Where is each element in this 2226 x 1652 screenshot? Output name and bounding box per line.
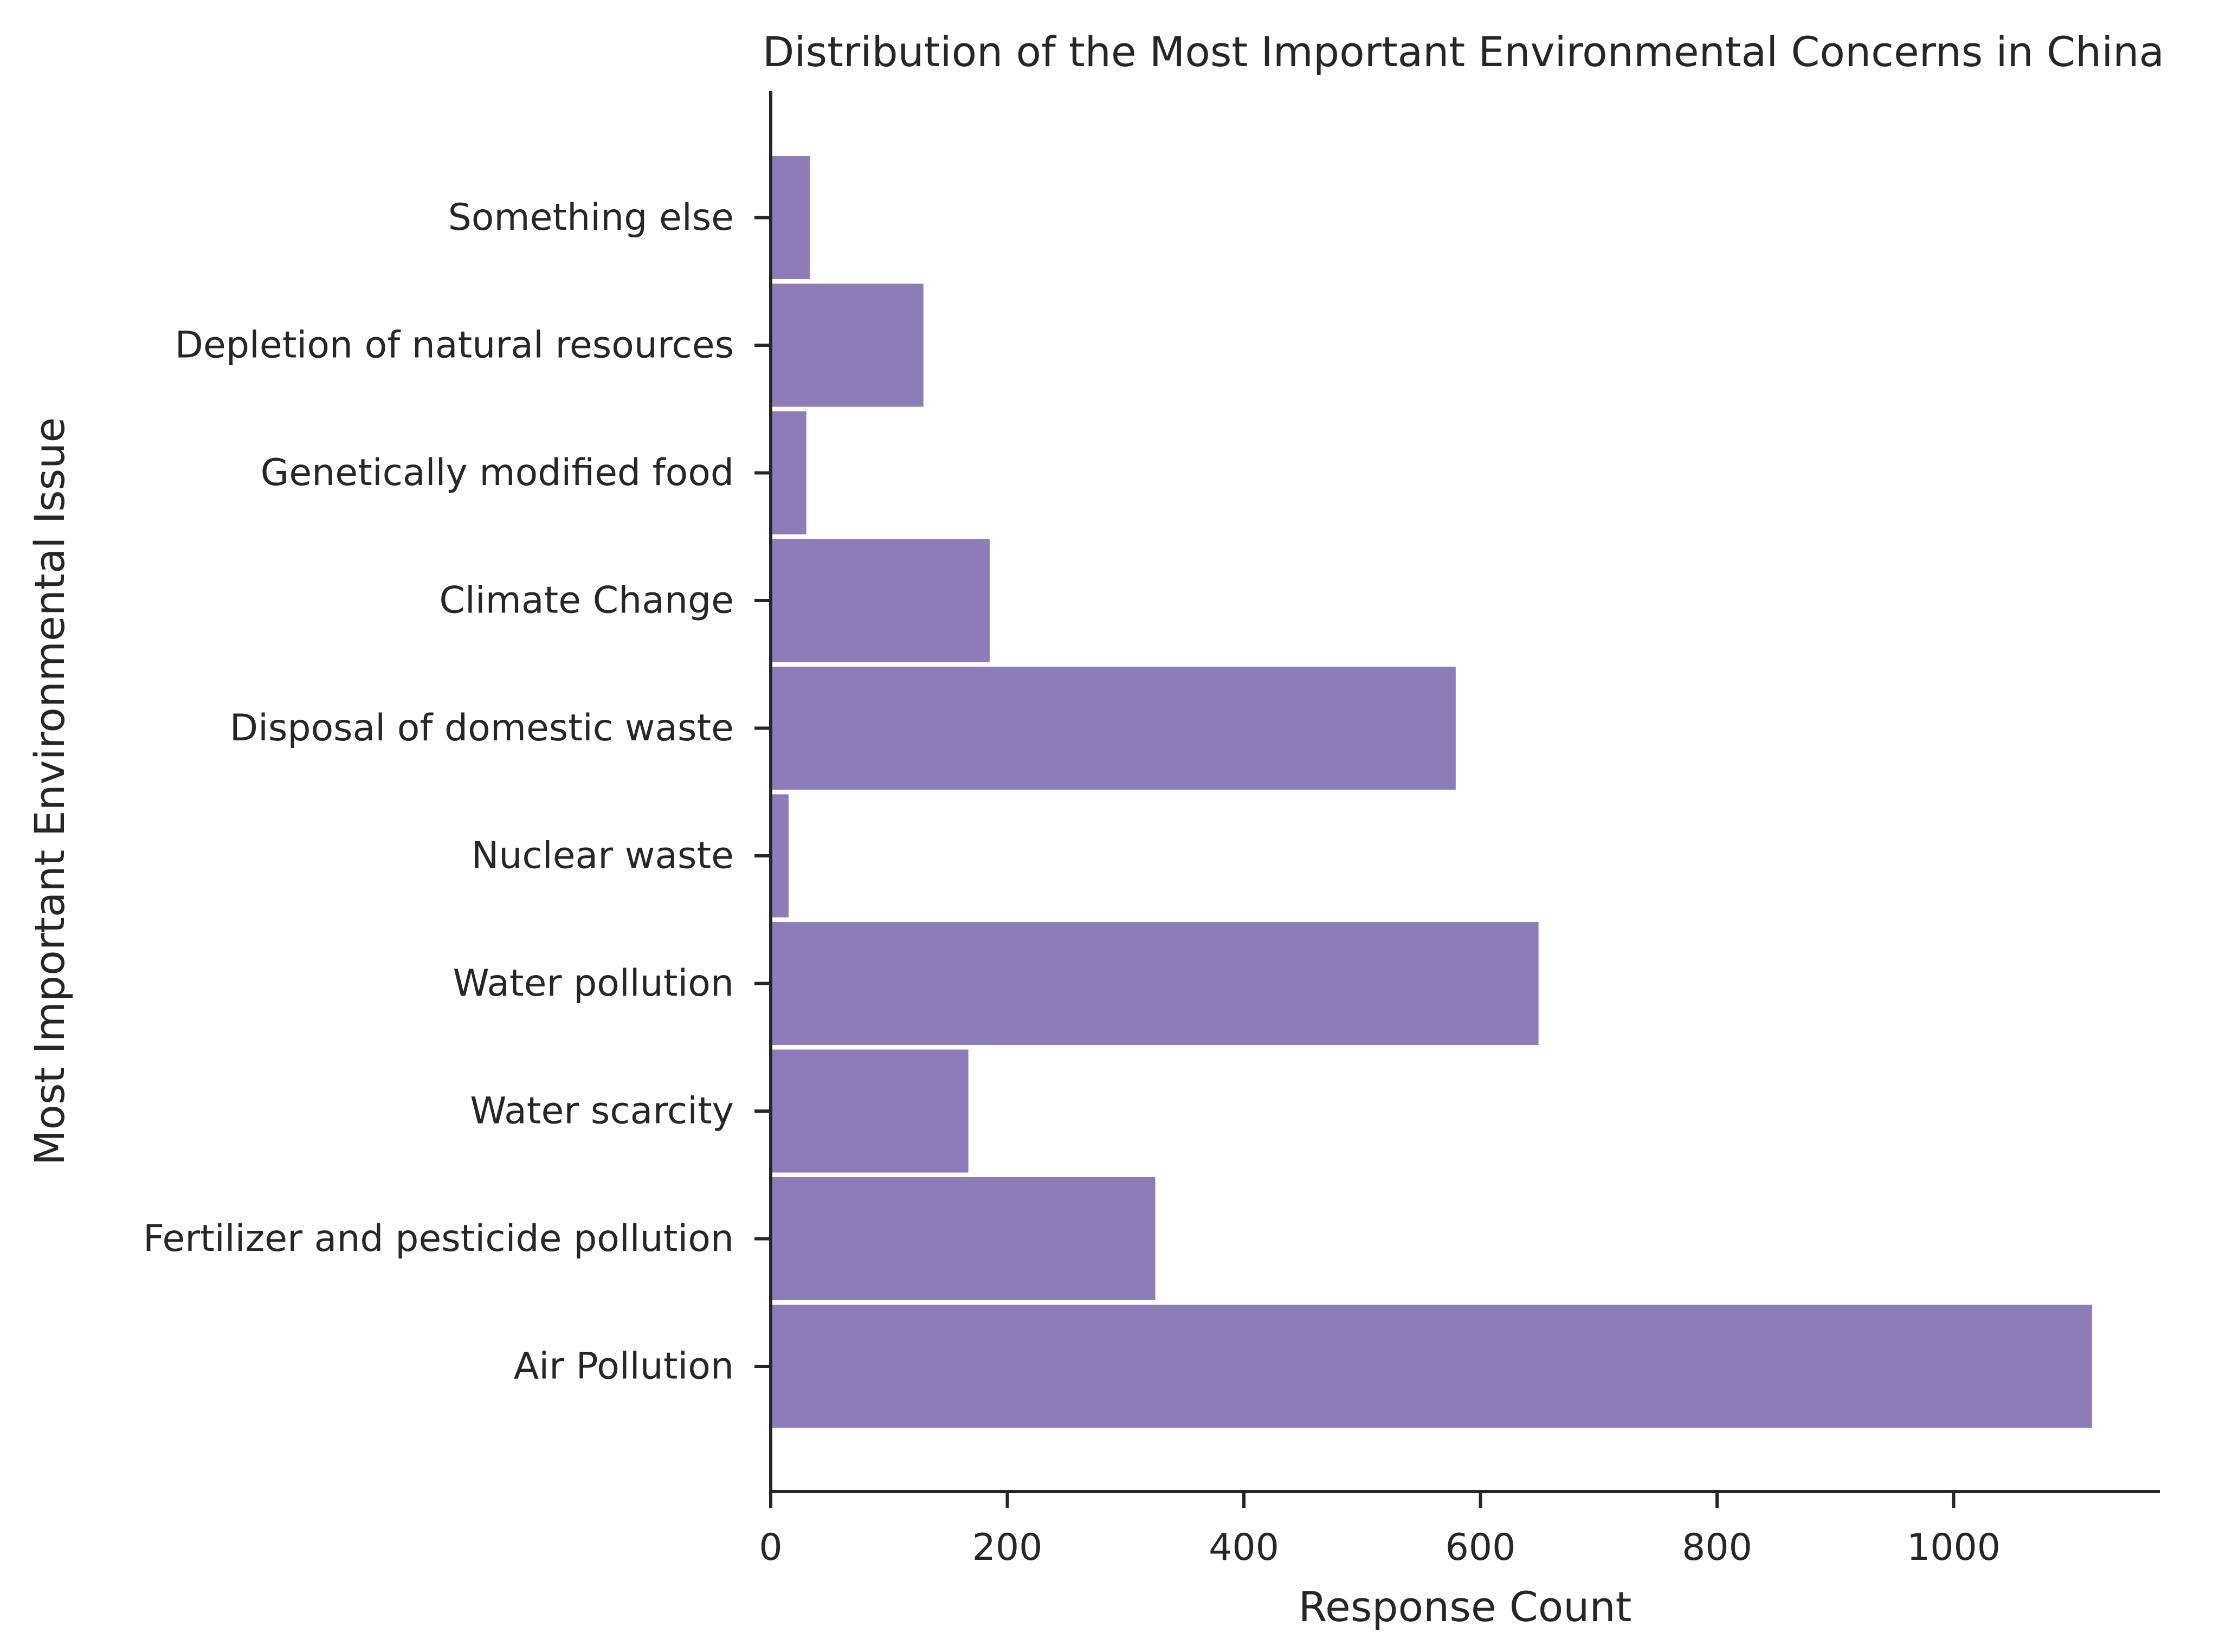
y-tick-label: Air Pollution	[514, 1345, 734, 1388]
y-tick-label: Something else	[448, 196, 734, 239]
bar	[770, 1302, 2094, 1430]
bar	[770, 792, 791, 920]
x-tick-label: 0	[759, 1526, 782, 1569]
x-tick-label: 1000	[1907, 1526, 2001, 1569]
bar	[770, 1047, 971, 1175]
bar	[770, 281, 926, 409]
bar	[770, 409, 809, 537]
x-tick-label: 200	[972, 1526, 1043, 1569]
bar	[770, 1175, 1158, 1302]
x-tick-label: 800	[1682, 1526, 1752, 1569]
bar	[770, 537, 992, 664]
x-tick-label: 600	[1446, 1526, 1516, 1569]
y-tick-label: Climate Change	[439, 579, 734, 622]
bar	[770, 154, 812, 281]
y-tick-label: Water scarcity	[470, 1090, 734, 1133]
y-tick-label: Water pollution	[453, 962, 734, 1005]
x-axis-label: Response Count	[1299, 1583, 1632, 1631]
y-axis-label: Most Important Environmental Issue	[25, 417, 74, 1165]
y-axis-ticks: Air Pollution Fertilizer and pesticide po…	[143, 196, 771, 1388]
x-tick-label: 400	[1209, 1526, 1279, 1569]
chart-title: Distribution of the Most Important Envir…	[763, 28, 2164, 76]
y-tick-label: Genetically modified food	[261, 451, 734, 494]
y-tick-label: Nuclear waste	[471, 835, 734, 877]
bar	[770, 664, 1458, 792]
y-tick-label: Fertilizer and pesticide pollution	[143, 1217, 734, 1260]
bar	[770, 920, 1541, 1047]
y-tick-label: Depletion of natural resources	[175, 324, 734, 367]
y-tick-label: Disposal of domestic waste	[230, 707, 734, 750]
x-axis-ticks: 0 200 400 600 800 1000	[759, 1492, 2001, 1569]
bars	[770, 154, 2094, 1430]
